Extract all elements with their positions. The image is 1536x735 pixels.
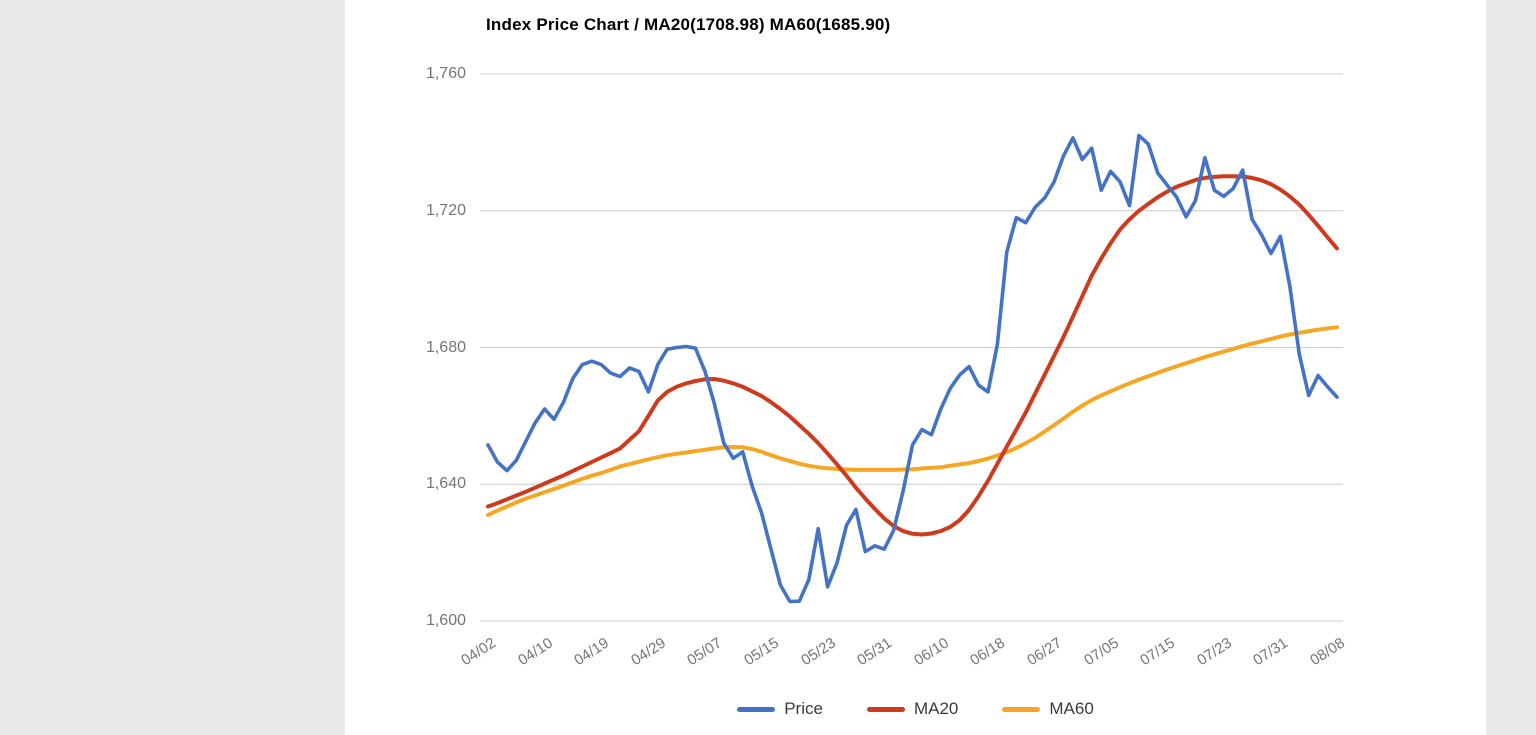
chart-title: Index Price Chart / MA20(1708.98) MA60(1… xyxy=(486,15,891,34)
y-axis-label-1,640: 1,640 xyxy=(425,475,466,492)
right-gutter xyxy=(1486,0,1536,735)
y-axis-label-1,720: 1,720 xyxy=(425,202,466,219)
ma20-legend-label: MA20 xyxy=(913,699,959,718)
price-chart-plot xyxy=(480,73,1343,622)
y-axis-label-1,680: 1,680 xyxy=(425,339,466,356)
price-legend-label: Price xyxy=(784,699,823,718)
chart-panel: Index Price Chart / MA20(1708.98) MA60(1… xyxy=(345,0,1486,735)
left-gutter xyxy=(0,0,345,735)
chart-legend: Price MA20 MA60 xyxy=(345,695,1486,723)
price-line xyxy=(486,133,1339,604)
legend-item-price: Price xyxy=(737,699,823,719)
ma60-legend-swatch-icon xyxy=(1002,706,1041,712)
legend-item-ma20: MA20 xyxy=(866,699,959,719)
ma60-line xyxy=(486,325,1339,517)
price-legend-swatch-icon xyxy=(737,706,776,712)
y-axis-label-1,600: 1,600 xyxy=(425,612,466,629)
y-axis-label-1,760: 1,760 xyxy=(425,65,466,82)
ma20-line xyxy=(486,174,1339,537)
ma20-legend-swatch-icon xyxy=(866,706,905,712)
ma60-legend-label: MA60 xyxy=(1049,699,1094,718)
legend-item-ma60: MA60 xyxy=(1002,699,1094,719)
